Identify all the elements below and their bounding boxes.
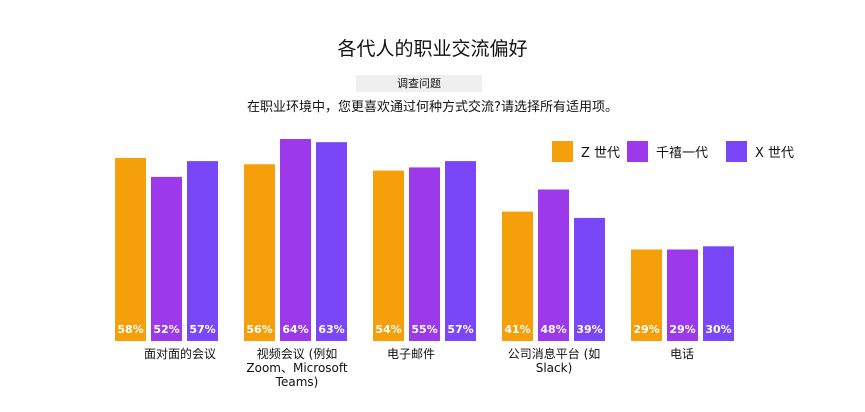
category-label-face-to-face: 面对面的会议	[143, 347, 216, 361]
bar-video-conference-gen-x	[316, 142, 347, 341]
legend-swatch-gen-z	[552, 140, 573, 162]
data-label-email-millennials: 55%	[411, 323, 437, 336]
legend-label-millennials: 千禧一代	[656, 145, 709, 161]
data-label-video-conference-gen-z: 56%	[246, 323, 272, 336]
bar-company-messaging-gen-z	[502, 211, 533, 341]
legend-swatch-gen-x	[726, 140, 747, 162]
data-label-video-conference-millennials: 64%	[282, 323, 308, 336]
legend-item-millennials: 千禧一代	[627, 140, 708, 162]
category-label-video-conference: 视频会议 (例如 Zoom、Microsoft Teams)	[246, 347, 348, 389]
data-label-phone-gen-z: 29%	[633, 323, 659, 336]
data-label-face-to-face-millennials: 52%	[153, 323, 179, 336]
data-label-face-to-face-gen-z: 58%	[117, 323, 143, 336]
bar-face-to-face-millennials	[151, 176, 182, 341]
chart-title: 各代人的职业交流偏好	[337, 38, 528, 60]
bar-video-conference-gen-z	[244, 164, 275, 341]
category-label-phone: 电话	[669, 347, 694, 361]
data-label-phone-gen-x: 30%	[705, 323, 731, 336]
bar-email-gen-z	[373, 170, 404, 341]
bar-video-conference-millennials	[280, 139, 311, 341]
question-label: 调查问题	[356, 75, 482, 92]
bar-face-to-face-gen-z	[115, 157, 146, 341]
data-label-email-gen-x: 57%	[447, 323, 473, 336]
category-label-email: 电子邮件	[386, 347, 435, 361]
bar-phone-gen-x	[703, 246, 734, 341]
question-text: 在职业环境中，您更喜欢通过何种方式交流?请选择所有适用项。	[247, 100, 618, 115]
bar-phone-gen-z	[631, 249, 662, 341]
legend-swatch-millennials	[627, 140, 648, 162]
data-label-email-gen-z: 54%	[375, 323, 401, 336]
legend-item-gen-x: X 世代	[726, 140, 794, 162]
legend-label-gen-x: X 世代	[755, 145, 795, 161]
data-label-company-messaging-gen-x: 39%	[576, 323, 602, 336]
data-label-phone-millennials: 29%	[669, 323, 695, 336]
data-label-company-messaging-millennials: 48%	[540, 323, 566, 336]
legend-label-gen-z: Z 世代	[581, 145, 621, 161]
data-label-company-messaging-gen-z: 41%	[504, 323, 530, 336]
bar-email-gen-x	[445, 161, 476, 341]
legend-item-gen-z: Z 世代	[552, 140, 620, 162]
data-label-face-to-face-gen-x: 57%	[189, 323, 215, 336]
bar-email-millennials	[409, 167, 440, 341]
category-label-company-messaging: 公司消息平台 (如 Slack)	[507, 347, 601, 375]
bar-company-messaging-gen-x	[574, 217, 605, 341]
bar-company-messaging-millennials	[538, 189, 569, 341]
data-label-video-conference-gen-x: 63%	[318, 323, 344, 336]
bar-face-to-face-gen-x	[187, 161, 218, 341]
bar-phone-millennials	[667, 249, 698, 341]
